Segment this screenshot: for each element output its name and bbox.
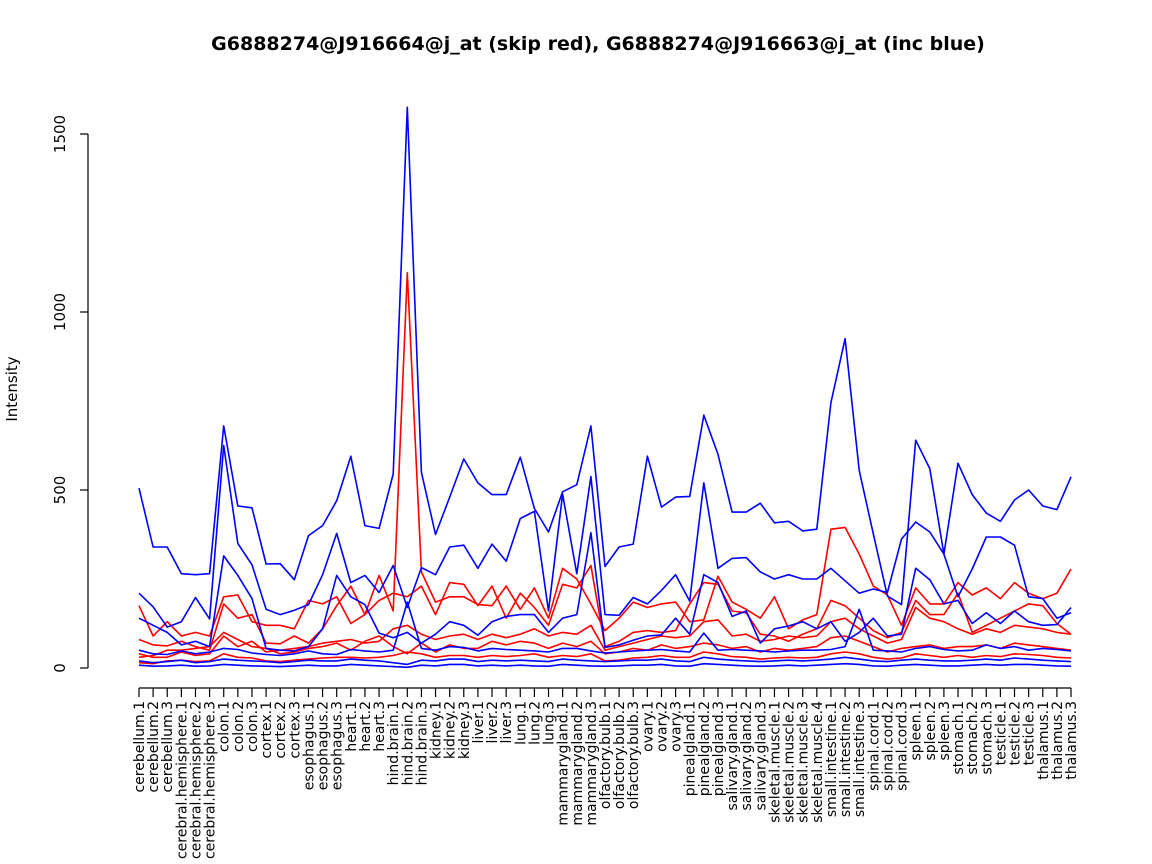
x-tick-label: skeletal.muscle.3 bbox=[796, 701, 812, 823]
x-tick-label: mammarygland.2 bbox=[570, 701, 586, 826]
x-tick-label: kidney.2 bbox=[443, 701, 459, 759]
x-tick-label: salivary.gland.3 bbox=[753, 701, 769, 810]
x-tick-label: cortex.2 bbox=[273, 701, 289, 759]
x-tick-label: hind.brain.3 bbox=[414, 701, 430, 785]
x-tick-label: hind.brain.1 bbox=[386, 701, 402, 785]
y-axis-label: Intensity bbox=[3, 356, 21, 421]
x-tick-label: small.intestine.1 bbox=[824, 701, 840, 817]
x-tick-label: ovary.1 bbox=[640, 701, 656, 752]
x-tick-label: skeletal.muscle.2 bbox=[782, 701, 798, 823]
series-line-blue-2 bbox=[138, 444, 1072, 628]
x-tick-label: salivary.gland.1 bbox=[725, 701, 741, 810]
x-tick-label: testicle.2 bbox=[1008, 701, 1024, 765]
x-tick-label: esophagus.1 bbox=[301, 701, 317, 790]
x-tick-label: kidney.1 bbox=[429, 701, 445, 759]
x-tick-label: spinal.cord.3 bbox=[895, 701, 911, 791]
x-tick-label: ovary.2 bbox=[654, 701, 670, 752]
x-tick-label: small.intestine.2 bbox=[838, 701, 854, 817]
x-tick-label: liver.1 bbox=[471, 701, 487, 744]
x-tick-label: salivary.gland.2 bbox=[739, 701, 755, 810]
x-tick-label: spleen.3 bbox=[937, 701, 953, 761]
x-tick-label: cerebral.hemisphere.1 bbox=[174, 701, 190, 859]
x-tick-label: cortex.3 bbox=[287, 701, 303, 759]
x-tick-label: cerebellum.3 bbox=[160, 701, 176, 793]
x-tick-label: kidney.3 bbox=[457, 701, 473, 759]
x-tick-label: mammarygland.3 bbox=[584, 701, 600, 826]
x-tick-label: pinealgland.1 bbox=[683, 701, 699, 796]
x-tick-label: ovary.3 bbox=[669, 701, 685, 752]
series-line-red-3 bbox=[138, 606, 1072, 659]
x-tick-label: olfactory.bulb.2 bbox=[612, 701, 628, 809]
x-tick-label: heart.1 bbox=[344, 701, 360, 752]
x-tick-label: spinal.cord.2 bbox=[880, 701, 896, 791]
x-tick-label: colon.3 bbox=[245, 701, 261, 752]
y-tick-label: 1500 bbox=[51, 115, 69, 153]
x-tick-label: esophagus.3 bbox=[330, 701, 346, 790]
x-tick-label: skeletal.muscle.4 bbox=[810, 701, 826, 823]
x-tick-label: cerebellum.2 bbox=[146, 701, 162, 793]
x-tick-label: liver.2 bbox=[485, 701, 501, 744]
series-line-blue-4 bbox=[138, 601, 1072, 657]
x-tick-label: olfactory.bulb.1 bbox=[598, 701, 614, 809]
y-axis: 0 500 1000 1500 bbox=[51, 115, 89, 673]
x-tick-label: lung.3 bbox=[542, 701, 558, 745]
x-tick-label: colon.2 bbox=[231, 701, 247, 752]
series-line-red-4 bbox=[138, 631, 1072, 659]
x-tick-label: cortex.1 bbox=[259, 701, 275, 759]
x-tick-label: spleen.2 bbox=[923, 701, 939, 761]
x-tick-label: heart.2 bbox=[358, 701, 374, 752]
x-tick-label: thalamus.1 bbox=[1036, 701, 1052, 780]
x-tick-label: stomach.1 bbox=[951, 701, 967, 775]
x-tick-label: lung.1 bbox=[513, 701, 529, 745]
x-tick-label: cerebellum.1 bbox=[132, 701, 148, 793]
x-tick-label: pinealgland.3 bbox=[711, 701, 727, 796]
x-axis: cerebellum.1cerebellum.2cerebellum.3cere… bbox=[132, 687, 1080, 859]
x-tick-label: spinal.cord.1 bbox=[866, 701, 882, 791]
x-tick-label: olfactory.bulb.3 bbox=[626, 701, 642, 809]
series-line-blue-6 bbox=[138, 662, 1072, 669]
y-tick-label: 1000 bbox=[51, 293, 69, 331]
x-tick-label: cerebral.hemisphere.3 bbox=[203, 701, 219, 859]
x-tick-label: skeletal.muscle.1 bbox=[767, 701, 783, 823]
x-tick-label: lung.2 bbox=[527, 701, 543, 745]
chart-title: G6888274@J916664@j_at (skip red), G68882… bbox=[211, 33, 985, 55]
series-line-red-1 bbox=[138, 271, 1072, 637]
y-tick-label: 0 bbox=[51, 663, 69, 673]
x-tick-label: thalamus.3 bbox=[1064, 701, 1080, 780]
x-tick-label: spleen.1 bbox=[909, 701, 925, 761]
x-tick-label: stomach.3 bbox=[979, 701, 995, 775]
x-tick-label: esophagus.2 bbox=[316, 701, 332, 790]
series-line-blue-1 bbox=[138, 106, 1072, 606]
series-line-blue-3 bbox=[138, 531, 1072, 652]
x-tick-label: thalamus.2 bbox=[1050, 701, 1066, 780]
x-tick-label: heart.3 bbox=[372, 701, 388, 752]
x-tick-label: mammarygland.1 bbox=[556, 701, 572, 826]
x-tick-label: small.intestine.3 bbox=[852, 701, 868, 817]
plot-lines bbox=[138, 106, 1072, 669]
x-tick-label: stomach.2 bbox=[965, 701, 981, 775]
x-tick-label: hind.brain.2 bbox=[400, 701, 416, 785]
x-tick-label: testicle.3 bbox=[1022, 701, 1038, 765]
x-tick-label: pinealgland.2 bbox=[697, 701, 713, 796]
x-tick-label: liver.3 bbox=[499, 701, 515, 744]
x-tick-label: colon.1 bbox=[217, 701, 233, 752]
series-line-blue-5 bbox=[138, 656, 1072, 666]
x-tick-label: cerebral.hemisphere.2 bbox=[188, 701, 204, 859]
y-tick-label: 500 bbox=[51, 476, 69, 505]
x-tick-label: testicle.1 bbox=[993, 701, 1009, 765]
